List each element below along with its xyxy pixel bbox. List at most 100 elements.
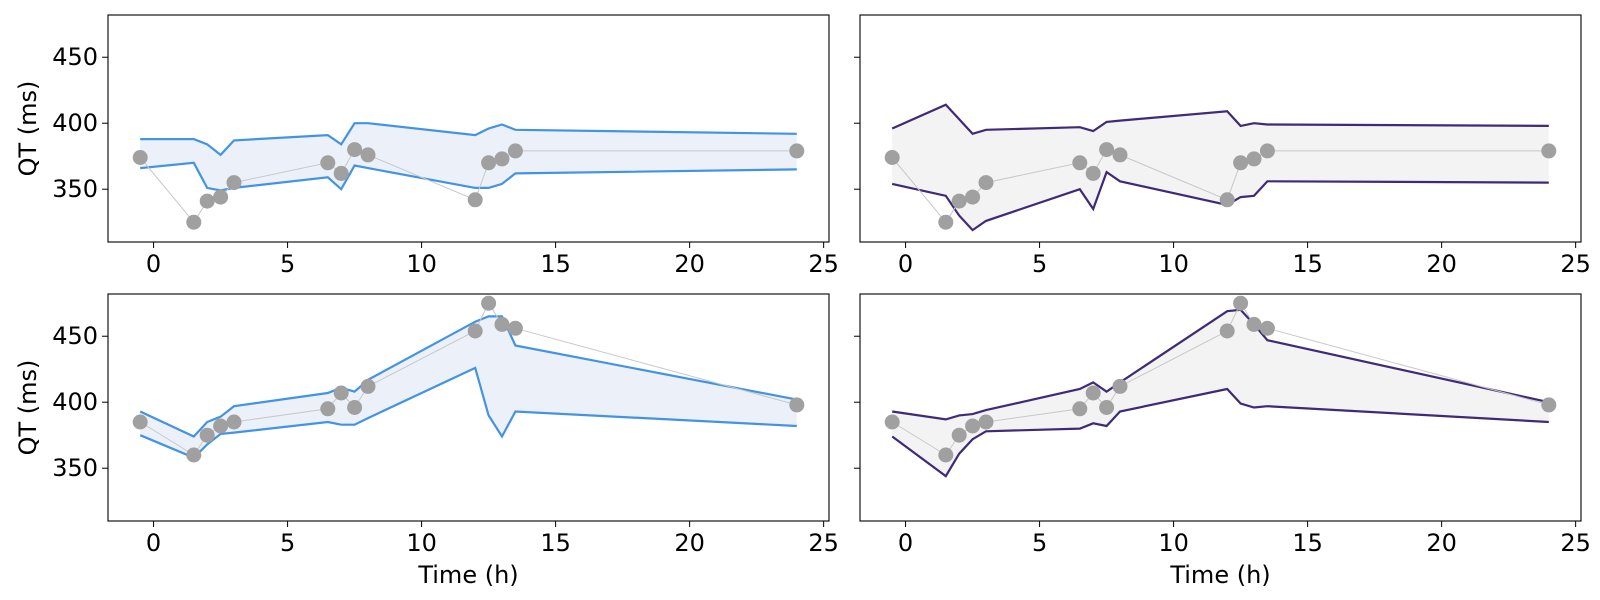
observed-point bbox=[347, 400, 363, 415]
observed-point bbox=[320, 401, 336, 417]
x-tick-label: 5 bbox=[1032, 250, 1047, 278]
observed-point bbox=[789, 143, 805, 159]
observed-point bbox=[1072, 401, 1088, 417]
observed-point bbox=[320, 155, 336, 171]
observed-point bbox=[507, 143, 523, 159]
x-tick-label: 10 bbox=[1158, 529, 1189, 557]
observed-point bbox=[1112, 147, 1128, 163]
observed-point bbox=[467, 192, 483, 208]
observed-point bbox=[978, 414, 994, 430]
x-tick-label: 10 bbox=[406, 250, 437, 278]
x-tick-label: 10 bbox=[1158, 250, 1189, 278]
observed-point bbox=[978, 175, 994, 191]
observed-point bbox=[1219, 192, 1235, 208]
x-tick-label: 5 bbox=[280, 250, 295, 278]
observed-point bbox=[494, 316, 510, 332]
x-tick-label: 0 bbox=[146, 529, 161, 557]
upper-bound-line bbox=[891, 103, 1549, 136]
observed-point bbox=[186, 214, 202, 230]
observed-point bbox=[199, 427, 215, 443]
observed-point bbox=[1085, 385, 1101, 401]
observed-point bbox=[965, 189, 981, 205]
observed-point bbox=[1099, 400, 1115, 415]
observed-point bbox=[494, 151, 510, 167]
observed-point bbox=[951, 193, 967, 209]
prediction-band-fill bbox=[140, 316, 797, 458]
observed-point bbox=[1246, 316, 1262, 332]
observed-point bbox=[1072, 155, 1088, 171]
x-tick-label: 20 bbox=[1426, 250, 1457, 278]
observed-point bbox=[347, 142, 363, 158]
y-axis-label: QT (ms) bbox=[14, 360, 42, 456]
x-tick-label: 20 bbox=[674, 529, 705, 557]
x-tick-label: 20 bbox=[1426, 529, 1457, 557]
observed-point bbox=[1259, 143, 1275, 159]
observed-point bbox=[1233, 155, 1249, 171]
observed-point bbox=[199, 193, 215, 209]
observed-point bbox=[132, 414, 148, 430]
lower-bound-line bbox=[140, 161, 797, 192]
lower-bound-line bbox=[139, 366, 797, 459]
y-tick-label: 350 bbox=[52, 175, 98, 203]
axes-frame bbox=[859, 293, 1582, 522]
observed-point bbox=[938, 214, 954, 230]
observed-point bbox=[1246, 151, 1262, 167]
observed-point bbox=[333, 385, 349, 401]
observed-point bbox=[789, 397, 805, 413]
observed-point bbox=[226, 175, 242, 191]
observed-point bbox=[467, 323, 483, 339]
axes-frame bbox=[107, 293, 830, 522]
x-tick-label: 0 bbox=[898, 529, 913, 557]
observed-point bbox=[951, 427, 967, 443]
x-tick-label: 25 bbox=[1560, 250, 1591, 278]
x-tick-label: 25 bbox=[1560, 529, 1591, 557]
observed-point bbox=[1541, 397, 1557, 413]
x-tick-label: 5 bbox=[280, 529, 295, 557]
y-axis-label: QT (ms) bbox=[14, 81, 42, 177]
observed-point bbox=[360, 147, 376, 163]
x-axis-label: Time (h) bbox=[417, 561, 518, 589]
y-tick-label: 400 bbox=[52, 388, 98, 416]
y-tick-label: 450 bbox=[52, 43, 98, 71]
x-tick-label: 15 bbox=[540, 250, 571, 278]
lower-bound-line bbox=[891, 387, 1549, 478]
observed-point bbox=[481, 155, 497, 171]
observed-point bbox=[884, 150, 900, 165]
x-tick-label: 10 bbox=[406, 529, 437, 557]
x-tick-label: 15 bbox=[1292, 250, 1323, 278]
observed-point bbox=[1112, 378, 1128, 394]
x-tick-label: 5 bbox=[1032, 529, 1047, 557]
observed-point bbox=[1259, 320, 1275, 336]
x-tick-label: 15 bbox=[540, 529, 571, 557]
observed-point bbox=[132, 150, 148, 165]
upper-bound-line bbox=[140, 122, 797, 157]
x-tick-label: 15 bbox=[1292, 529, 1323, 557]
observed-point bbox=[884, 414, 900, 430]
prediction-band-fill bbox=[140, 123, 797, 191]
observed-point bbox=[481, 295, 497, 311]
observed-point bbox=[1085, 165, 1101, 181]
observed-point bbox=[333, 165, 349, 181]
observed-point bbox=[213, 418, 229, 434]
observed-point bbox=[186, 447, 202, 463]
observed-point bbox=[1541, 143, 1557, 159]
x-tick-label: 25 bbox=[808, 250, 839, 278]
observed-point bbox=[226, 414, 242, 430]
x-tick-label: 20 bbox=[674, 250, 705, 278]
observed-point bbox=[965, 418, 981, 434]
y-tick-label: 400 bbox=[52, 109, 98, 137]
y-tick-label: 450 bbox=[52, 322, 98, 350]
axes-frame bbox=[107, 14, 830, 243]
observed-point bbox=[213, 189, 229, 205]
y-tick-label: 350 bbox=[52, 454, 98, 482]
prediction-band-fill bbox=[892, 104, 1549, 231]
observed-point bbox=[1099, 142, 1115, 158]
chart-panel-4: 0 5 10 15 20 25 Time (h) bbox=[854, 293, 1591, 589]
observed-point bbox=[507, 320, 523, 336]
axes-frame bbox=[859, 14, 1582, 243]
observed-point bbox=[938, 447, 954, 463]
chart-panel-3: 0 5 10 15 20 25 350 400 450 QT (ms) Time (h) bbox=[14, 293, 839, 589]
observed-point bbox=[1219, 323, 1235, 339]
chart-panel-1: 0 5 10 15 20 25 350 400 450 QT (ms) bbox=[14, 14, 839, 278]
